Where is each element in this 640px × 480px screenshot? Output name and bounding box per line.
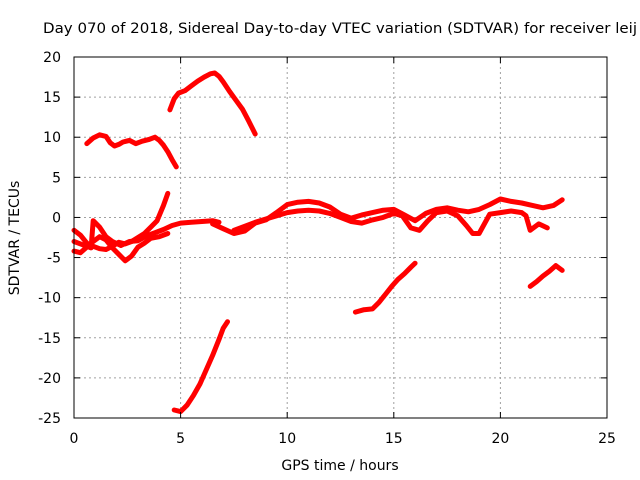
y-tick-label: 15 — [43, 90, 61, 106]
x-tick-label: 25 — [598, 431, 616, 447]
x-tick-label: 20 — [491, 431, 509, 447]
y-tick-label: 5 — [52, 170, 61, 186]
y-axis-label: SDTVAR / TECUs — [7, 181, 23, 296]
y-tick-label: -15 — [38, 331, 61, 347]
series-arc-10 — [231, 207, 550, 236]
x-tick-labels: 0 5 10 15 20 25 — [70, 431, 616, 447]
series-arc-8 — [71, 218, 222, 251]
y-tick-label: 0 — [52, 210, 61, 226]
x-tick-label: 10 — [278, 431, 296, 447]
x-tick-label: 0 — [70, 431, 79, 447]
x-tick-label: 15 — [385, 431, 403, 447]
y-tick-labels: -25 -20 -15 -10 -5 0 5 10 15 20 — [38, 50, 61, 427]
series-arc-4 — [352, 260, 418, 315]
series-arc-1 — [84, 132, 179, 170]
y-tick-label: -20 — [38, 371, 61, 387]
series-arc-3 — [171, 319, 230, 415]
x-axis-label: GPS time / hours — [281, 458, 398, 474]
plot-frame — [73, 56, 608, 419]
y-tick-label: -5 — [47, 251, 61, 267]
y-tick-label: 10 — [43, 130, 61, 146]
x-tick-label: 5 — [176, 431, 185, 447]
y-tick-label: -10 — [38, 291, 61, 307]
y-tick-label: -25 — [38, 411, 61, 427]
series-arc-6 — [71, 190, 171, 252]
series-arc-2 — [167, 70, 258, 137]
series-arc-5 — [527, 263, 565, 289]
y-tick-label: 20 — [43, 50, 61, 66]
data-series — [71, 70, 565, 415]
chart-title: Day 070 of 2018, Sidereal Day-to-day VTE… — [43, 21, 637, 37]
tick-marks — [73, 56, 608, 419]
